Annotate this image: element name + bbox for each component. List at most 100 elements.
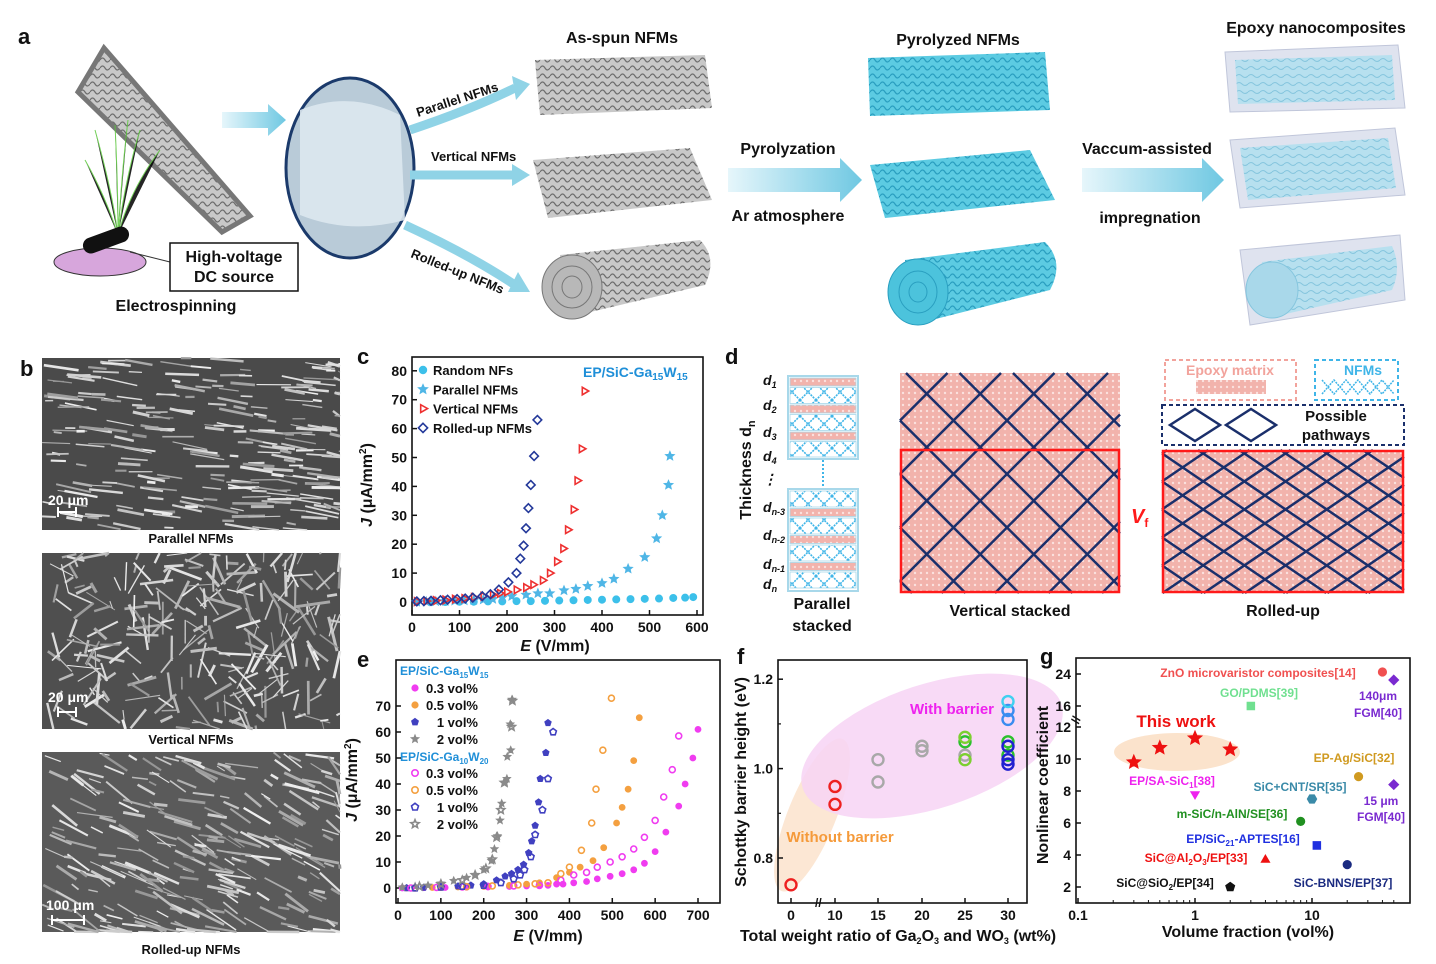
data-point: [694, 726, 702, 733]
y-tick-label: 8: [1063, 783, 1071, 799]
legend-marker: [410, 768, 419, 777]
data-point: [668, 765, 677, 774]
sem-fiber: [264, 599, 274, 620]
data-point: [1260, 854, 1271, 863]
sem-fiber: [92, 701, 121, 724]
sem-fiber: [312, 398, 322, 403]
sem-fiber: [263, 795, 279, 808]
pathway-line: [1362, 448, 1405, 480]
sem-fiber: [143, 508, 173, 516]
sem-fiber: [52, 690, 63, 712]
data-point: [577, 846, 586, 855]
sem-fiber: [74, 584, 85, 589]
legend-marker: [408, 817, 422, 830]
sem-fiber: [333, 501, 341, 506]
y-axis-label: J (μA/mm2): [343, 738, 361, 822]
sem-fiber: [204, 925, 237, 934]
sem-fiber: [88, 488, 123, 495]
sem-fiber: [68, 592, 93, 604]
sem-fiber: [178, 798, 206, 805]
sem-fiber: [204, 806, 224, 817]
data-point: [456, 874, 469, 886]
sem-fiber: [334, 391, 341, 396]
y-tick-label: 60: [375, 724, 391, 740]
rolled-caption: Rolled-up: [1246, 603, 1320, 620]
data-point-random-nfs: [655, 594, 664, 603]
sem-fiber: [99, 920, 112, 924]
pathway-line: [1047, 520, 1121, 594]
sem-fiber: [152, 890, 183, 915]
data-point: [1296, 816, 1306, 827]
data-point-vertical-nfms: [522, 582, 532, 593]
data-point-random-nfs: [569, 596, 578, 605]
point-label: m-SiC/n-AlN/SE[36]: [1177, 807, 1288, 821]
panel-label-a: a: [18, 24, 31, 49]
pathway-line: [1101, 574, 1121, 594]
sem-fiber: [104, 552, 110, 557]
sem-fiber: [236, 670, 247, 690]
sem-fiber: [286, 573, 313, 577]
sem-fiber: [308, 890, 327, 900]
sem-fiber: [283, 802, 302, 816]
sem-fiber: [278, 810, 304, 827]
vertical-nfms-label: Vertical NFMs: [431, 149, 516, 164]
sem-fiber: [266, 492, 299, 497]
sem-fiber: [84, 646, 95, 665]
sem-fiber: [169, 779, 187, 793]
sem-fiber: [47, 379, 73, 384]
sem-fiber: [207, 813, 228, 819]
sem-fiber: [67, 664, 102, 670]
epoxy-layer: [789, 431, 857, 441]
data-point: [630, 757, 638, 764]
sem-fiber: [151, 771, 170, 784]
sem-fiber: [283, 559, 287, 571]
sem-fiber: [217, 890, 239, 898]
sem-fiber: [304, 505, 340, 515]
sem-fiber: [311, 365, 332, 372]
x-tick-label: 200: [495, 619, 519, 635]
sem-fiber: [125, 650, 142, 665]
data-point-random-nfs: [598, 595, 607, 604]
data-point: [1151, 739, 1168, 755]
sem-fiber: [309, 872, 320, 880]
data-point-vertical-nfms: [539, 575, 549, 586]
sem-fiber: [79, 870, 88, 878]
legend-label: 1 vol%: [437, 800, 479, 815]
as-spun-vertical: [533, 148, 712, 218]
sem-fiber: [101, 690, 111, 702]
data-point: [1312, 841, 1322, 850]
sem-fiber: [217, 762, 231, 769]
point-label: SiC@SiO2/EP[34]: [1116, 876, 1214, 892]
pathway-line: [899, 473, 1020, 594]
y-tick-label: 70: [391, 392, 407, 408]
sem-fiber: [88, 889, 98, 893]
sem-fiber: [166, 552, 188, 557]
data-point: [629, 845, 638, 853]
sem-fiber: [124, 604, 148, 611]
data-point: [828, 779, 842, 794]
sem-fiber: [171, 504, 203, 513]
sem-fiber: [302, 403, 323, 409]
sem-fiber: [147, 496, 164, 501]
data-point: [576, 863, 584, 871]
sem-fiber: [51, 804, 78, 827]
sem-fiber: [285, 437, 317, 445]
sem-fiber: [323, 502, 341, 511]
legend-label: 0.5 vol%: [426, 698, 478, 713]
sem-fiber: [306, 643, 321, 671]
branch-arrows: [403, 83, 518, 289]
sem-fiber: [195, 597, 206, 610]
y-tick-label: 0: [399, 594, 407, 610]
sem-fiber: [210, 477, 225, 482]
data-point: [871, 775, 885, 789]
legend-nfms-label: NFMs: [1344, 362, 1382, 378]
data-point: [659, 793, 668, 801]
sem-fiber: [308, 388, 329, 393]
sem-fiber: [104, 765, 125, 775]
sem-fiber: [284, 387, 306, 395]
sem-fiber: [96, 653, 125, 663]
as-spun-parallel: [535, 55, 712, 115]
sem-fiber: [224, 867, 235, 874]
sem-fiber: [83, 639, 90, 655]
data-point: [1353, 771, 1364, 782]
